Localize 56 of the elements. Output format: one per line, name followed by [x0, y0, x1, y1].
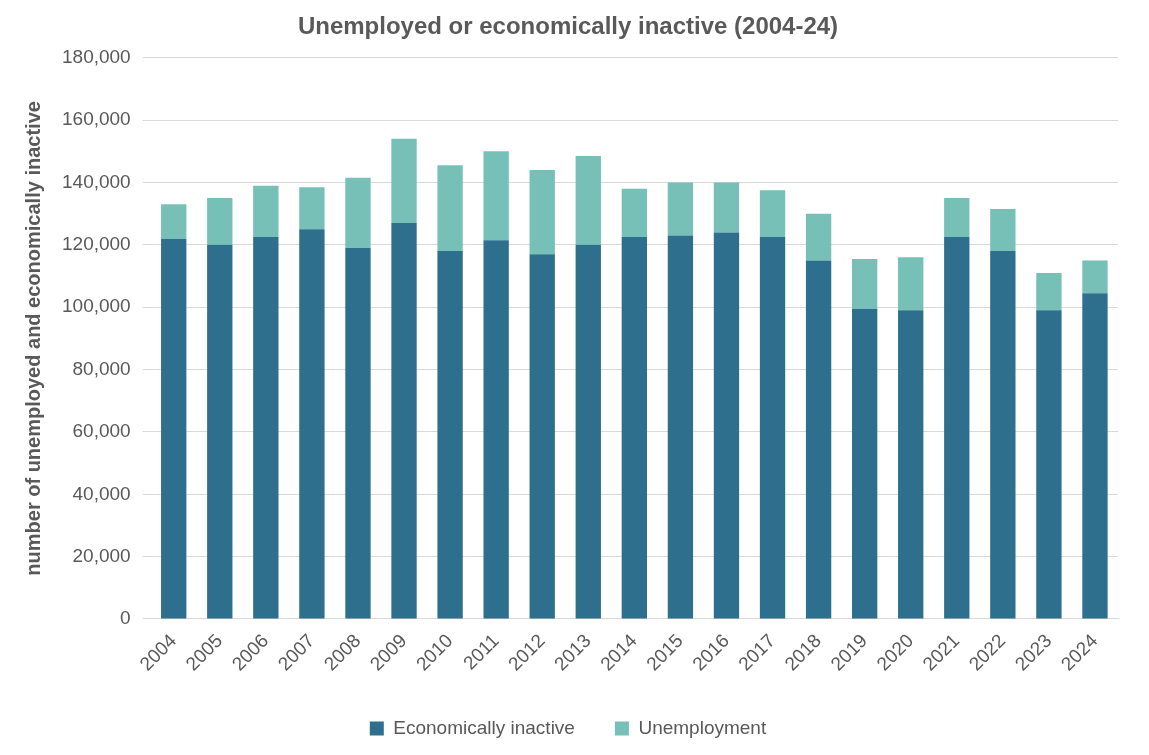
bar [391, 138, 417, 224]
bar [851, 258, 878, 309]
bar [990, 251, 1016, 619]
bar [161, 238, 187, 619]
bar [667, 235, 694, 619]
y-tick-label: 160,000 [61, 108, 131, 130]
bar [621, 237, 648, 619]
y-tick-label: 180,000 [61, 46, 131, 68]
bar [575, 244, 601, 619]
bar [483, 240, 509, 619]
bar [161, 204, 187, 239]
legend-label: Unemployment [638, 716, 767, 738]
bar [299, 187, 325, 230]
bar [529, 254, 555, 619]
bar [667, 182, 694, 236]
bar [944, 237, 970, 619]
y-axis-title: number of unemployed and economically inactive [21, 101, 44, 576]
bar [345, 177, 371, 248]
y-tick-label: 80,000 [72, 357, 131, 379]
y-tick-label: 20,000 [72, 544, 131, 566]
bar [621, 188, 648, 238]
y-tick-label: 100,000 [61, 295, 131, 317]
bar [759, 190, 786, 238]
bar [990, 209, 1016, 252]
bar [805, 260, 832, 619]
chart-title: Unemployed or economically inactive (2004-24) [297, 12, 839, 40]
bar [1036, 272, 1062, 311]
bar [898, 310, 924, 619]
bar [483, 151, 509, 241]
bar [299, 229, 325, 619]
bar [575, 156, 601, 245]
bar [898, 257, 924, 311]
y-tick-label: 60,000 [72, 420, 131, 442]
bar [253, 185, 279, 238]
y-tick-label: 120,000 [61, 233, 131, 255]
bar [944, 198, 970, 238]
bar [253, 237, 279, 619]
bar [759, 237, 786, 619]
bar [207, 244, 233, 619]
y-tick-label: 40,000 [72, 482, 131, 504]
y-tick-label: 140,000 [61, 170, 131, 192]
bar [437, 251, 463, 619]
bar [713, 232, 740, 619]
bar [713, 182, 740, 233]
bar [1082, 293, 1108, 619]
bar [345, 247, 371, 619]
legend-label: Economically inactive [393, 716, 575, 738]
bar [805, 213, 832, 261]
bar [207, 198, 233, 245]
y-tick-label: 0 [120, 607, 131, 629]
bar [437, 165, 463, 252]
bar [1082, 260, 1108, 294]
bar [391, 223, 417, 619]
bar [529, 170, 555, 255]
bar [851, 308, 878, 619]
bar [1036, 310, 1062, 619]
